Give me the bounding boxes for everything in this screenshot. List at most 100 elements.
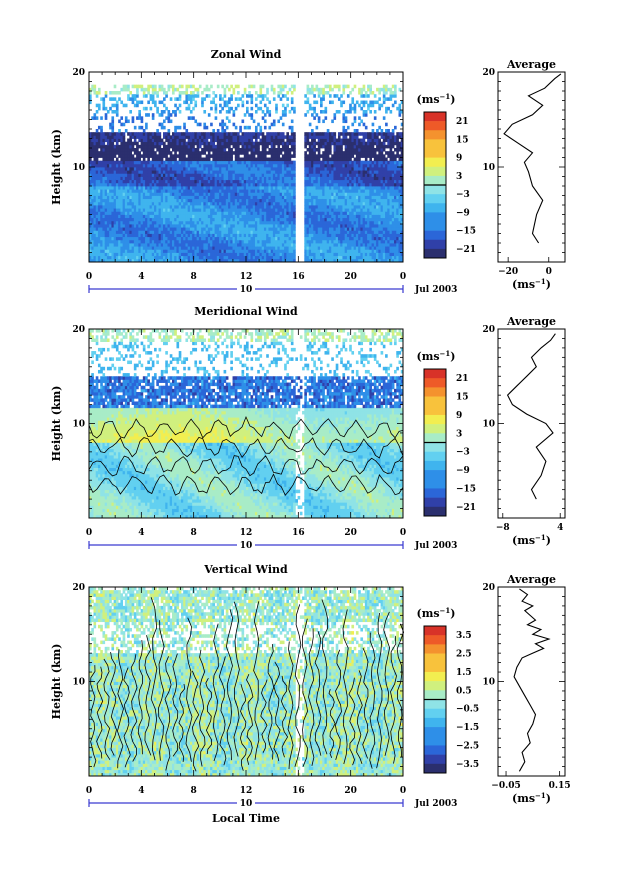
heatmap-cell: [178, 208, 182, 212]
heatmap-cell: [91, 227, 94, 231]
heatmap-cell: [100, 217, 103, 222]
heatmap-cell: [225, 138, 229, 143]
heatmap-cell: [335, 252, 339, 257]
heatmap-cell: [113, 233, 117, 238]
heatmap-cell: [326, 243, 330, 247]
heatmap-cell: [279, 91, 283, 95]
heatmap-cell: [196, 252, 200, 257]
heatmap-cell: [272, 233, 276, 238]
heatmap-cell: [237, 144, 240, 149]
heatmap-cell: [140, 176, 144, 181]
heatmap-cell: [129, 160, 133, 165]
heatmap-cell: [223, 94, 227, 98]
heatmap-cell: [335, 138, 339, 143]
heatmap-cell: [311, 151, 314, 155]
heatmap-cell: [100, 249, 103, 253]
heatmap-cell: [169, 201, 173, 206]
heatmap-cell: [183, 214, 186, 219]
heatmap-cell: [228, 198, 231, 203]
heatmap-cell: [113, 198, 117, 203]
heatmap-cell: [196, 249, 200, 253]
heatmap-cell: [145, 186, 148, 190]
heatmap-cell: [174, 211, 177, 215]
heatmap-cell: [154, 208, 157, 212]
heatmap-cell: [326, 227, 330, 231]
heatmap-cell: [198, 141, 202, 146]
heatmap-cell: [198, 135, 202, 139]
heatmap-cell: [212, 176, 215, 181]
heatmap-cell: [111, 230, 115, 234]
heatmap-cell: [219, 170, 222, 174]
heatmap-cell: [232, 205, 236, 209]
heatmap-cell: [261, 116, 265, 120]
heatmap-cell: [95, 148, 99, 152]
heatmap-cell: [263, 125, 267, 130]
heatmap-cell: [89, 192, 92, 196]
heatmap-cell: [201, 233, 204, 238]
heatmap-cell: [212, 186, 215, 190]
heatmap-cell: [185, 227, 189, 231]
heatmap-cell: [212, 157, 215, 162]
heatmap-cell: [113, 220, 117, 225]
heatmap-cell: [147, 208, 150, 212]
heatmap-cell: [232, 233, 236, 238]
heatmap-cell: [147, 144, 150, 149]
heatmap-cell: [203, 189, 207, 193]
heatmap-cell: [95, 176, 99, 181]
heatmap-cell: [198, 195, 202, 200]
heatmap-cell: [317, 119, 321, 124]
heatmap-cell: [257, 94, 260, 98]
heatmap-cell: [109, 167, 112, 171]
heatmap-cell: [189, 170, 193, 174]
heatmap-cell: [192, 154, 195, 158]
heatmap-cell: [102, 154, 106, 158]
heatmap-cell: [293, 148, 296, 152]
heatmap-cell: [183, 170, 186, 174]
heatmap-cell: [225, 249, 229, 253]
heatmap-cell: [201, 211, 204, 215]
heatmap-cell: [205, 173, 209, 177]
heatmap-cell: [174, 236, 177, 241]
heatmap-cell: [263, 224, 267, 228]
heatmap-cell: [171, 179, 175, 184]
heatmap-cell: [335, 195, 339, 200]
heatmap-cell: [223, 258, 227, 263]
heatmap-cell: [187, 230, 191, 234]
heatmap-cell: [120, 100, 124, 105]
heatmap-cell: [145, 220, 148, 225]
heatmap-cell: [113, 205, 117, 209]
heatmap-cell: [118, 148, 121, 152]
heatmap-cell: [187, 141, 191, 146]
heatmap-cell: [180, 230, 184, 234]
heatmap-cell: [210, 214, 213, 219]
heatmap-cell: [149, 255, 153, 260]
heatmap-cell: [183, 176, 186, 181]
heatmap-cell: [207, 208, 211, 212]
heatmap-cell: [223, 91, 227, 95]
heatmap-cell: [293, 176, 296, 181]
heatmap-cell: [207, 220, 211, 225]
heatmap-cell: [102, 192, 106, 196]
heatmap-cell: [248, 214, 251, 219]
heatmap-cell: [106, 138, 110, 143]
heatmap-cell: [140, 220, 144, 225]
heatmap-cell: [131, 157, 135, 162]
heatmap-cell: [145, 106, 148, 111]
heatmap-cell: [306, 110, 310, 114]
heatmap-cell: [167, 132, 171, 136]
heatmap-cell: [176, 217, 180, 222]
heatmap-cell: [154, 103, 157, 108]
heatmap-cell: [95, 189, 99, 193]
heatmap-cell: [228, 151, 231, 155]
heatmap-cell: [203, 211, 207, 215]
heatmap-cell: [115, 110, 119, 114]
heatmap-cell: [221, 129, 224, 133]
heatmap-cell: [198, 163, 202, 168]
heatmap-cell: [241, 217, 245, 222]
heatmap-cell: [106, 154, 110, 158]
heatmap-cell: [225, 157, 229, 162]
heatmap-cell: [171, 236, 175, 241]
heatmap-cell: [194, 170, 198, 174]
heatmap-cell: [279, 246, 283, 250]
heatmap-cell: [178, 220, 182, 225]
